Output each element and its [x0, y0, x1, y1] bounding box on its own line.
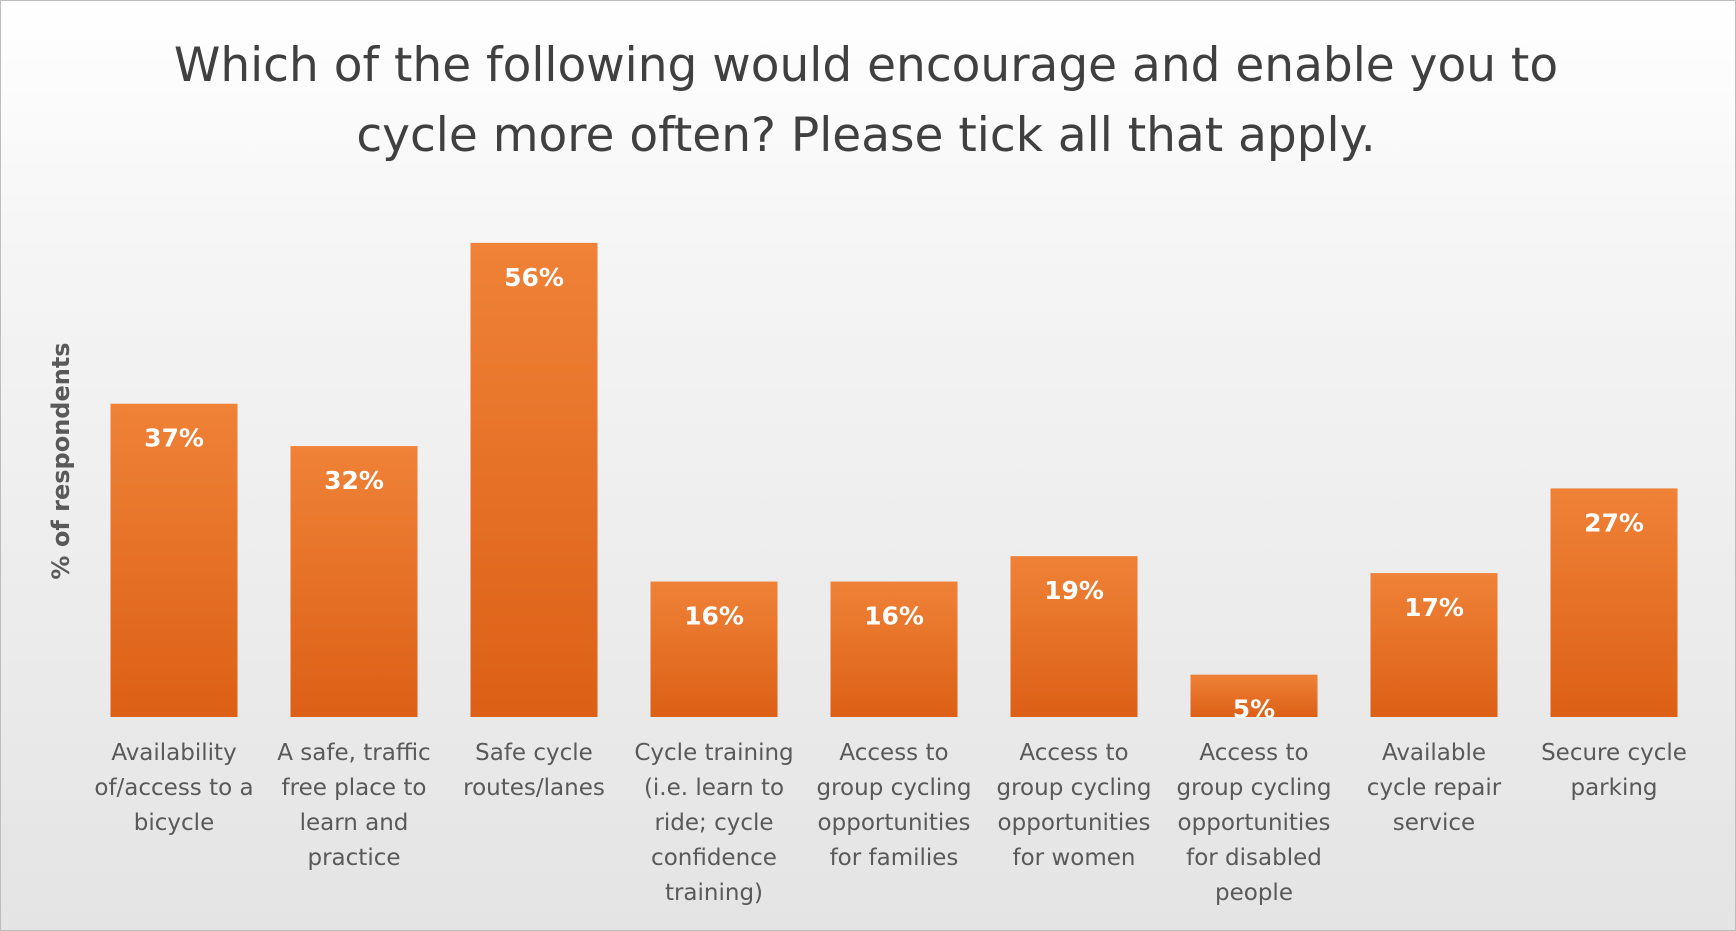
- x-tick-label: Secure cycle parking: [1541, 740, 1687, 801]
- data-label: 27%: [1584, 508, 1644, 537]
- x-tick-label: Access to group cycling opportunities fo…: [816, 740, 972, 871]
- x-tick-label: Availability of/access to a bicycle: [94, 740, 254, 836]
- x-tick-label: A safe, traffic free place to learn and …: [277, 740, 431, 871]
- y-axis-label: % of respondents: [47, 342, 75, 579]
- bar: [290, 446, 418, 717]
- chart-title: Which of the following would encourage a…: [173, 38, 1559, 163]
- x-tick-label: Safe cycle routes/lanes: [463, 740, 605, 801]
- x-tick-label: Access to group cycling opportunities fo…: [996, 740, 1152, 871]
- bar: [1550, 488, 1678, 717]
- data-label: 5%: [1233, 695, 1275, 724]
- bar: [110, 403, 238, 717]
- bar: [1370, 573, 1498, 717]
- data-label: 19%: [1044, 576, 1104, 605]
- data-label: 17%: [1404, 593, 1464, 622]
- x-tick-label: Available cycle repair service: [1366, 740, 1502, 836]
- bar: [1190, 674, 1318, 717]
- bar: [470, 242, 598, 717]
- data-label: 56%: [504, 263, 564, 292]
- bar: [830, 581, 958, 717]
- data-label: 32%: [324, 466, 384, 495]
- data-label: 37%: [144, 424, 204, 453]
- data-label: 16%: [864, 602, 924, 631]
- data-label: 16%: [684, 602, 744, 631]
- x-tick-label: Cycle training (i.e. learn to ride; cycl…: [634, 740, 794, 906]
- bar: [650, 581, 778, 717]
- x-tick-label: Access to group cycling opportunities fo…: [1176, 740, 1332, 906]
- bar: [1010, 556, 1138, 717]
